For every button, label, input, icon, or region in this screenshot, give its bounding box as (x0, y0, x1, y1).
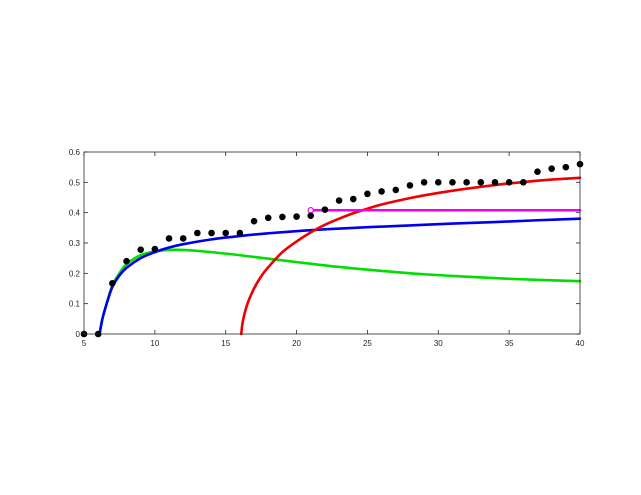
scatter-point (293, 213, 300, 220)
scatter-point (165, 235, 173, 242)
scatter-point (548, 165, 555, 172)
series-line (240, 176, 582, 336)
scatter-point (321, 206, 329, 213)
scatter-point (477, 179, 485, 186)
scatter-point (491, 179, 499, 186)
x-tick-label: 10 (150, 339, 159, 348)
scatter-point (236, 229, 244, 237)
x-tick-label: 25 (363, 339, 372, 348)
scatter-point (420, 179, 428, 186)
y-tick-label: 0.3 (69, 239, 81, 248)
plot-series (80, 160, 584, 338)
scatter-point (222, 229, 230, 237)
scatter-point (406, 182, 414, 189)
scatter-point (279, 213, 286, 221)
axes: 5 10 15 20 25 30 35 40 0 0.1 0.2 0.3 0.4 0.5 0.6 (69, 148, 585, 348)
x-tick-label: 20 (292, 339, 301, 348)
scatter-point (307, 212, 315, 219)
x-tick-label: 15 (221, 339, 230, 348)
scatter-point (151, 245, 159, 253)
x-tick-label: 40 (576, 339, 585, 348)
x-tick-label: 35 (505, 339, 514, 348)
y-tick-label: 0.5 (69, 178, 81, 187)
series-line (98, 248, 582, 336)
scatter-point (194, 229, 201, 237)
scatter-point (520, 179, 527, 186)
scatter-point (250, 217, 258, 225)
scatter-point (449, 179, 456, 186)
scatter-point (335, 197, 343, 204)
y-tick-label: 0.4 (69, 209, 81, 218)
scatter-point (264, 214, 272, 222)
scatter-point (137, 246, 144, 253)
series-start-marker (307, 207, 314, 214)
scatter-point (562, 163, 570, 171)
scatter-point (505, 179, 513, 186)
scatter-point (349, 195, 357, 203)
y-tick-label: 0 (76, 330, 81, 339)
x-tick-label: 5 (82, 339, 87, 348)
y-tick-label: 0.6 (69, 148, 81, 157)
scatter-point (463, 179, 470, 186)
scatter-point (364, 190, 371, 198)
scatter-point (123, 257, 130, 265)
y-tick-label: 0.2 (69, 269, 81, 278)
scatter-point (378, 188, 385, 195)
x-tick-label: 30 (434, 339, 443, 348)
scatter-point (208, 229, 215, 237)
plot-box (83, 151, 581, 335)
y-tick-label: 0.1 (69, 300, 81, 309)
scatter-point (434, 179, 442, 186)
scatter-point (534, 168, 541, 176)
scatter-point (179, 235, 187, 242)
series-line (98, 217, 582, 336)
scatter-point (392, 186, 400, 194)
scatter-point (109, 280, 116, 287)
